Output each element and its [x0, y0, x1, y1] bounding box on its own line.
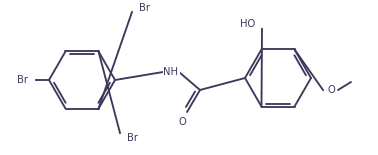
Text: Br: Br — [127, 133, 138, 143]
Text: NH: NH — [164, 67, 178, 77]
Text: Br: Br — [17, 75, 28, 85]
Text: HO: HO — [240, 19, 256, 29]
Text: Br: Br — [139, 3, 150, 13]
Text: O: O — [327, 85, 335, 95]
Text: O: O — [178, 117, 186, 127]
